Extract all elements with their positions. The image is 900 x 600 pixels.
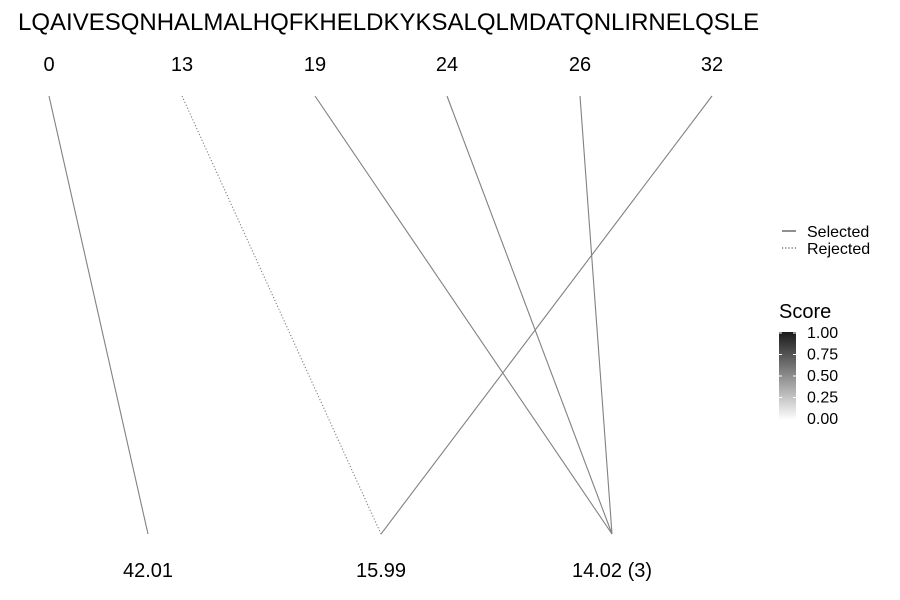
score-tick-label: 0.00 [807,411,838,428]
top-position-label: 19 [304,54,326,76]
top-position-label: 32 [701,54,723,76]
selected-link-line [579,95,613,535]
score-legend-title: Score [779,301,831,323]
top-position-label: 13 [171,54,193,76]
legend-label: Rejected [807,241,870,258]
score-tick-label: 0.50 [807,368,838,385]
top-position-label: 0 [43,54,54,76]
top-position-label: 26 [569,54,591,76]
selected-link-line [446,95,613,535]
legend-label: Selected [807,224,869,241]
bottom-score-labels: 42.01 15.99 14.02 (3) [123,560,652,582]
link-lines [48,95,713,535]
score-tick-label: 0.25 [807,390,838,407]
score-tick-label: 0.75 [807,347,838,364]
selected-link-line [314,95,613,535]
score-tick-label: 1.00 [807,325,838,342]
rejected-link-line [181,95,382,535]
sequence-title: LQAIVESQNHALMALHQFKHELDKYKSALQLMDATQNLIR… [18,9,759,36]
selected-link-line [380,95,713,535]
top-position-labels: 0 13 19 24 26 32 [43,54,723,76]
score-colorbar [779,332,796,420]
selected-link-line [48,95,149,535]
score-legend: Score 1.00 0.75 0.50 0.25 0.00 [779,301,838,428]
top-position-label: 24 [436,54,458,76]
bottom-score-label: 14.02 (3) [572,560,652,582]
bottom-score-label: 42.01 [123,560,173,582]
bottom-score-label: 15.99 [356,560,406,582]
